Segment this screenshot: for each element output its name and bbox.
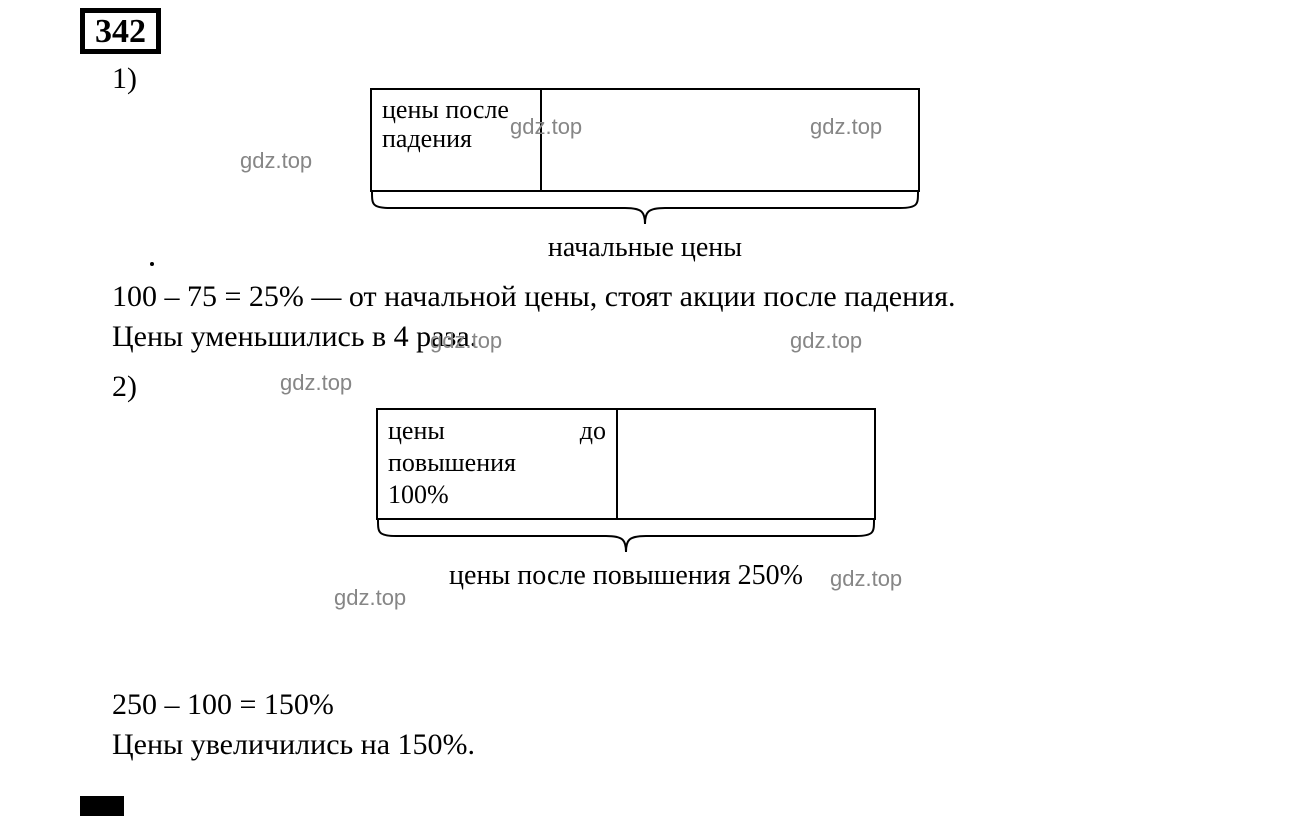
watermark: gdz.top [334,585,406,611]
brace-icon [370,190,920,230]
dot [150,262,154,266]
diagram1-brace-label: начальные цены [370,232,920,264]
black-corner [80,796,124,816]
diagram2-line2: повышения [388,448,606,480]
watermark: gdz.top [830,566,902,592]
diagram2-word2: до [580,416,606,448]
part2-label: 2) [112,370,137,404]
diagram2-line3: 100% [388,480,606,512]
diagram1-left-box: цены после падения [372,90,542,190]
problem-number: 342 [95,13,146,50]
diagram2-word1: цены [388,416,445,448]
diagram1-bar: цены после падения [370,88,920,192]
diagram2-right-box [618,410,874,518]
diagram2-brace-label: цены после повышения 250% [376,560,876,592]
diagram-2: цены до повышения 100% цены после повыше… [376,408,876,592]
brace-icon [376,518,876,558]
watermark: gdz.top [430,328,502,354]
watermark: gdz.top [240,148,312,174]
part2-calc: 250 – 100 = 150% [112,688,334,722]
part1-conclusion: Цены уменьшились в 4 раза. [112,320,477,354]
diagram2-brace [376,518,876,558]
watermark: gdz.top [790,328,862,354]
part2-conclusion: Цены увеличились на 150%. [112,728,475,762]
diagram2-bar: цены до повышения 100% [376,408,876,520]
page-root: 342 1) цены после падения начальные цены… [0,0,1302,821]
part1-calc: 100 – 75 = 25% — от начальной цены, стоя… [112,280,956,314]
part1-label: 1) [112,62,137,96]
watermark: gdz.top [510,114,582,140]
diagram1-right-box [542,90,918,190]
watermark: gdz.top [810,114,882,140]
watermark: gdz.top [280,370,352,396]
problem-number-box: 342 [80,8,161,54]
diagram2-left-box: цены до повышения 100% [378,410,618,518]
diagram1-brace [370,190,920,230]
